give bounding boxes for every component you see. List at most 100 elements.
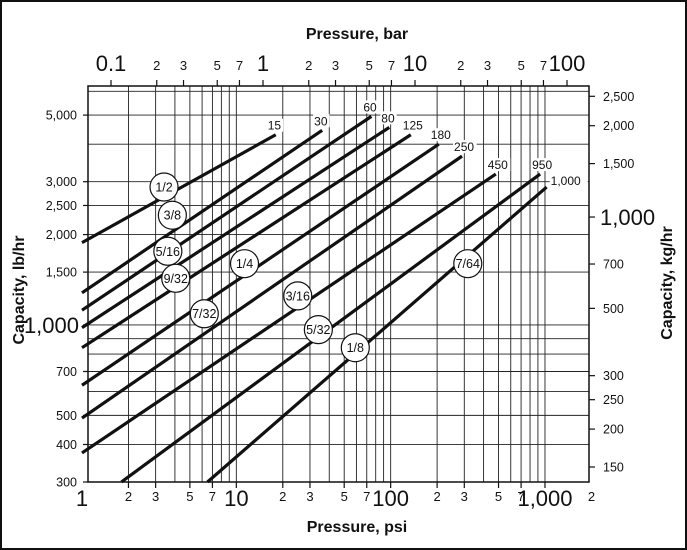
top-tick-label: 2 [457,58,464,73]
end-label-bg [453,140,477,154]
curve-label-5-16: 5/16 [156,245,180,259]
top-tick-label: 100 [549,51,586,76]
top-tick-label: 1 [257,51,269,76]
end-label-bg [486,158,511,172]
top-tick-label: 2 [305,58,312,73]
series-line-7-32 [81,133,412,350]
right-tick-label: 150 [603,461,624,475]
bottom-tick-label: 2 [588,489,595,504]
series-end-label-9: 1,000 [551,174,581,188]
curve-label-circle [229,249,260,279]
top-tick-label: 2 [153,58,160,73]
top-tick-label: 0.1 [96,51,127,76]
bottom-tick-label: 7 [363,489,370,504]
top-tick-label: 3 [180,58,187,73]
right-tick-label: 2,000 [603,119,634,133]
right-tick-label: 250 [603,393,624,407]
bottom-tick-label: 1 [76,486,88,511]
bottom-tick-label: 3 [306,489,313,504]
left-tick-label: 300 [56,476,77,490]
curve-label-3-8: 3/8 [164,209,181,223]
left-tick-label: 400 [56,438,77,452]
curve-label-circle [189,299,219,329]
curve-label-5-32: 5/32 [306,323,330,337]
end-label-bg [313,114,330,128]
top-tick-label: 5 [214,58,221,73]
series-end-label-3: 80 [381,111,395,125]
curve-label-1-8: 1/8 [347,341,364,355]
series-line-5-16 [81,115,373,312]
series-end-label-5: 180 [431,128,451,142]
curve-label-1-2: 1/2 [155,181,172,195]
bottom-tick-label: 7 [209,489,216,504]
top-tick-label: 3 [332,58,339,73]
series-end-label-0: 15 [268,119,282,133]
top-axis-title: Pressure, bar [306,26,408,43]
series-line-5-32 [81,172,497,455]
right-tick-label: 700 [603,258,624,272]
curve-label-circle [161,263,191,293]
end-label-bg [362,100,379,114]
bottom-tick-label: 2 [279,489,286,504]
top-tick-label: 7 [236,58,243,73]
series-end-label-6: 250 [454,140,474,154]
top-tick-label: 7 [540,58,547,73]
bottom-tick-label: 5 [186,489,193,504]
curve-label-9-32: 9/32 [164,272,188,286]
curve-label-7-64: 7/64 [456,257,480,271]
end-label-bg [531,158,555,172]
axis-ticks: 1 2 3 5 7 10 2 3 5 7 100 2 3 5 71,000 20.1 2 3 5 7 1 2 3 5 7 10 2 3… [24,51,655,511]
bottom-tick-label: 5 [341,489,348,504]
curve-label-circle [453,249,483,279]
end-label-bg [380,111,397,125]
bottom-axis-title: Pressure, psi [307,519,408,536]
curve-label-circle [149,172,179,202]
series-end-label-8: 950 [532,158,552,172]
series-end-label-2: 60 [363,100,377,114]
right-tick-label: 1,500 [603,157,634,171]
left-tick-label: 2,000 [46,228,77,242]
right-tick-label: 200 [603,423,624,437]
plot-border [87,85,590,483]
right-tick-label: 500 [603,302,624,316]
bottom-tick-label: 3 [461,489,468,504]
series-end-label-7: 450 [488,158,508,172]
right-tick-label: 2,500 [603,90,634,104]
end-label-bg [549,174,588,188]
series-line-7-64 [206,185,548,484]
top-tick-label: 10 [403,51,427,76]
curve-labels: 1/2 3/8 5/16 9/32 7/32 1/4 3/16 5/32 1/8 7/64 [149,172,483,363]
series-lines [81,115,548,484]
end-label-bg [429,128,454,142]
top-tick-label: 3 [484,58,491,73]
right-tick-label: 300 [603,369,624,383]
series-line-3-16 [81,154,463,420]
bottom-tick-label: 1,000 [517,486,572,511]
right-tick-label: 1,000 [600,205,655,230]
end-label-bg [401,118,426,132]
left-tick-label: 1,500 [46,266,77,280]
curve-label-circle [157,200,187,230]
left-tick-label: 2,500 [46,199,77,213]
top-tick-label: 7 [388,58,395,73]
top-tick-label: 5 [518,58,525,73]
end-label-bg [266,118,284,132]
right-axis-title: Capacity, kg/hr [659,226,676,340]
bottom-tick-label: 100 [372,486,409,511]
top-tick-label: 5 [366,58,373,73]
series-line-3-8 [81,128,324,295]
series-line-9-32 [81,126,391,329]
curve-label-circle [283,281,313,311]
left-tick-label: 700 [56,365,77,379]
bottom-tick-label: 2 [125,489,132,504]
series-line-1-4 [81,142,440,387]
left-tick-label: 1,000 [24,313,79,338]
curve-label-7-32: 7/32 [192,307,216,321]
series-end-label-4: 125 [403,119,423,133]
bottom-tick-label: 3 [152,489,159,504]
left-tick-label: 500 [56,409,77,423]
series-end-label-1: 30 [314,114,328,128]
